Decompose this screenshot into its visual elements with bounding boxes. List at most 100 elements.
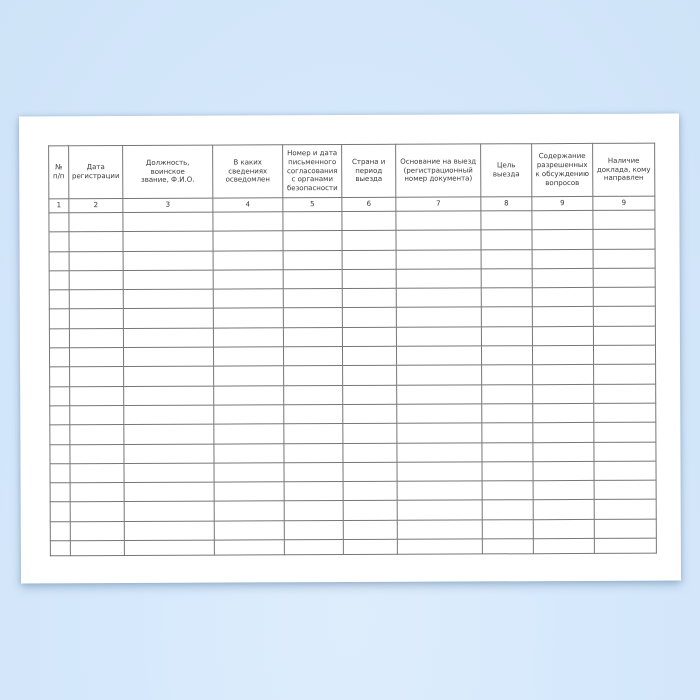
table-cell — [343, 500, 398, 521]
column-header-basis: Основание на выезд (регистрационный номе… — [395, 143, 481, 198]
table-cell — [123, 289, 214, 309]
table-cell — [343, 481, 398, 501]
table-cell — [481, 249, 533, 269]
table-cell — [213, 327, 284, 348]
table-cell — [213, 366, 284, 386]
table-cell — [395, 230, 482, 250]
table-body — [48, 210, 657, 556]
table-cell — [396, 442, 482, 463]
table-cell — [213, 385, 284, 406]
table-cell — [213, 424, 284, 444]
column-number: 9 — [592, 196, 655, 211]
table-cell — [282, 211, 342, 232]
table-cell — [396, 346, 482, 366]
table-cell — [396, 365, 482, 385]
table-cell — [397, 481, 483, 501]
table-cell — [341, 230, 397, 251]
table-cell — [532, 441, 594, 462]
table-row — [50, 480, 657, 503]
table-cell — [532, 345, 594, 366]
table-cell — [396, 268, 482, 289]
table-cell — [593, 364, 656, 385]
table-cell — [396, 249, 482, 270]
table-cell — [123, 385, 214, 406]
table-cell — [49, 309, 70, 329]
table-row — [49, 441, 656, 464]
table-cell — [284, 520, 344, 540]
table-cell — [283, 365, 343, 386]
table-cell — [481, 365, 533, 385]
table-cell — [123, 405, 214, 425]
table-cell — [342, 249, 397, 270]
table-cell — [593, 422, 656, 442]
table-cell — [70, 501, 125, 522]
table-cell — [480, 230, 533, 250]
table-cell — [594, 480, 657, 500]
table-cell — [592, 229, 656, 250]
table-cell — [283, 404, 343, 425]
column-header-allowed-topics: Содержание разрешенных к обсуждению вопр… — [531, 143, 593, 197]
table-cell — [533, 538, 595, 554]
table-cell — [123, 443, 214, 464]
column-header-country-period: Страна и период выезда — [341, 144, 396, 198]
table-cell — [123, 327, 214, 348]
table-cell — [213, 443, 284, 463]
table-cell — [396, 384, 482, 405]
table-cell — [49, 270, 70, 290]
table-cell — [532, 422, 594, 443]
table-cell — [481, 287, 533, 308]
table-cell — [212, 231, 284, 251]
table-cell — [49, 251, 70, 271]
table-cell — [481, 307, 533, 327]
table-cell — [531, 229, 594, 250]
table-cell — [396, 326, 482, 347]
column-number: 1 — [48, 198, 69, 213]
table-cell — [531, 210, 593, 231]
table-cell — [283, 462, 344, 482]
table-cell — [342, 327, 397, 347]
table-cell — [50, 502, 71, 522]
table-cell — [532, 268, 594, 288]
table-cell — [283, 308, 343, 328]
table-row — [49, 461, 657, 483]
table-cell — [283, 346, 343, 367]
table-cell — [532, 364, 594, 385]
table-cell — [68, 212, 123, 233]
table-cell — [593, 268, 656, 288]
table-cell — [283, 423, 343, 444]
table-cell — [48, 212, 69, 233]
table-cell — [284, 539, 344, 555]
table-cell — [284, 481, 344, 502]
table-cell — [396, 461, 483, 482]
table-cell — [124, 482, 215, 502]
table-cell — [283, 327, 343, 347]
table-cell — [124, 520, 215, 541]
table-cell — [213, 404, 284, 425]
table-cell — [214, 539, 285, 556]
table-cell — [593, 441, 656, 462]
table-cell — [123, 424, 214, 445]
table-cell — [213, 288, 284, 309]
table-cell — [123, 308, 214, 329]
table-cell — [69, 405, 124, 425]
table-cell — [533, 480, 595, 501]
column-number: 2 — [68, 198, 123, 213]
table-cell — [214, 520, 285, 541]
table-cell — [342, 423, 397, 444]
table-cell — [481, 442, 533, 462]
table-cell — [396, 288, 482, 308]
table-cell — [397, 519, 483, 540]
table-cell — [481, 384, 533, 404]
table-cell — [482, 500, 534, 520]
table-cell — [341, 211, 396, 231]
table-cell — [342, 365, 397, 386]
table-cell — [49, 405, 70, 426]
table-cell — [69, 289, 124, 310]
table-cell — [481, 345, 533, 366]
table-cell — [284, 500, 344, 521]
table-cell — [213, 462, 285, 483]
table-cell — [396, 403, 482, 424]
table-cell — [481, 326, 533, 347]
table-cell — [593, 248, 656, 269]
table-cell — [397, 500, 483, 521]
